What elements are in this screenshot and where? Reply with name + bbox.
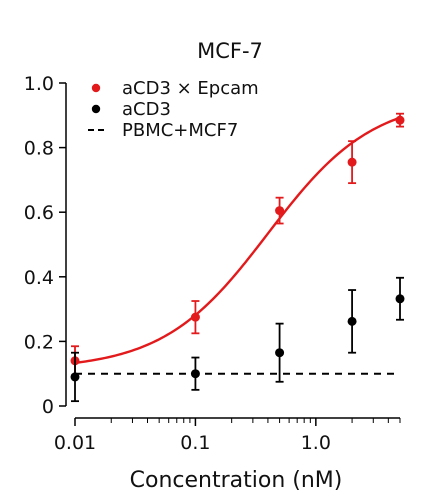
bispecific-data-point [275, 206, 285, 216]
y-tick-label: 0.6 [24, 202, 54, 224]
legend-marker [91, 83, 101, 93]
plot-area [70, 112, 405, 403]
legend-label: aCD3 [122, 99, 171, 120]
y-tick-label: 1.0 [24, 73, 54, 95]
acd3-data-point [70, 372, 80, 382]
acd3-data-point [347, 316, 357, 326]
acd3-data-point [275, 348, 285, 358]
x-tick-label: 1.0 [301, 432, 331, 454]
y-tick-label: 0.2 [24, 331, 54, 353]
bispecific-data-point [395, 115, 405, 125]
bispecific-data-point [347, 157, 357, 167]
y-tick-label: 0 [42, 396, 54, 418]
axes: 0 0.2 0.4 0.6 0.8 1.0 0.01 0.1 1.0 [24, 73, 401, 454]
x-tick-label: 0.1 [180, 432, 210, 454]
bispecific-data-point [190, 312, 200, 322]
chart-title: MCF-7 [197, 39, 263, 63]
x-tick-label: 0.01 [54, 432, 96, 454]
acd3-data-point [190, 369, 200, 379]
x-axis-label: Concentration (nM) [130, 468, 343, 493]
legend-label: PBMC+MCF7 [122, 120, 238, 141]
y-tick-label: 0.8 [24, 138, 54, 160]
legend-label: aCD3 × Epcam [122, 78, 259, 99]
y-tick-label: 0.4 [24, 267, 54, 289]
legend-marker [91, 104, 101, 114]
acd3-data-point [395, 294, 405, 304]
sigmoid-fit-curve [74, 116, 401, 365]
